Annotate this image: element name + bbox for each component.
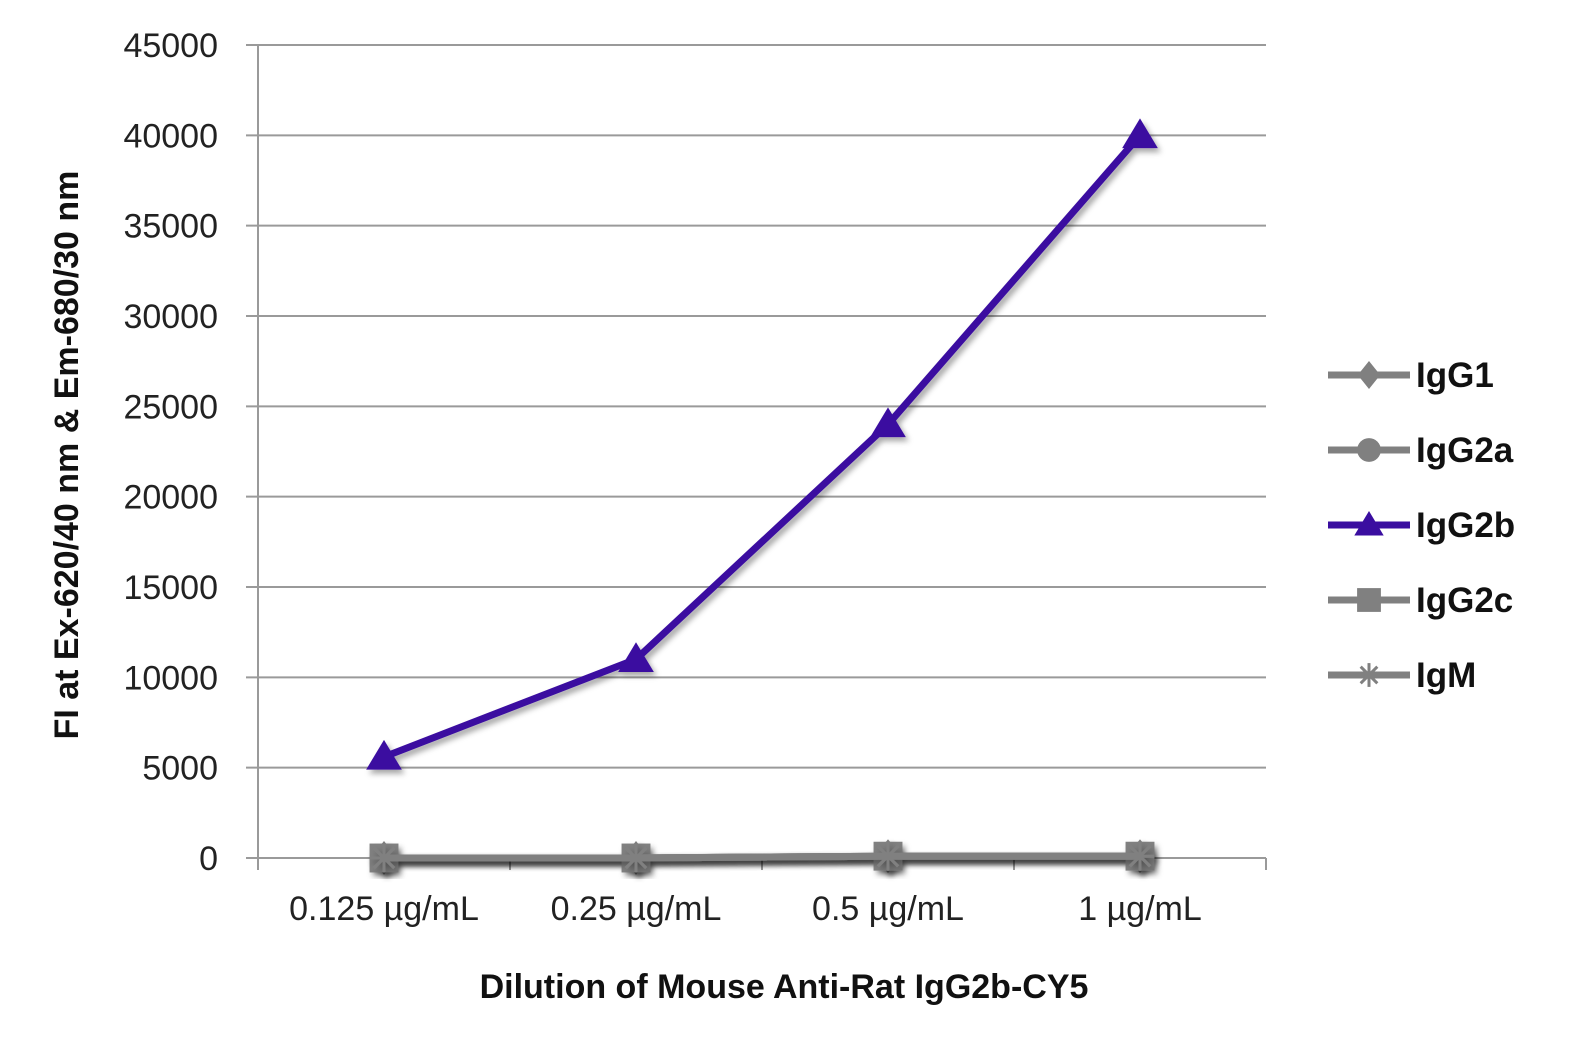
y-tick-label: 5000 [142,750,218,788]
series-igm [369,841,1155,873]
legend-label: IgG2c [1416,581,1513,620]
y-tick-label: 40000 [123,117,218,155]
x-axis-title: Dilution of Mouse Anti-Rat IgG2b-CY5 [480,968,1089,1006]
legend-marker [1357,361,1381,389]
gridlines [246,44,1266,769]
x-tick-label: 0.125 µg/mL [289,890,479,928]
data-point [873,841,903,871]
series-layer [366,118,1158,875]
legend-item-igg2a: IgG2a [1328,431,1514,470]
legend-label: IgG2b [1416,506,1515,545]
y-tick-label: 35000 [123,208,218,246]
data-point [870,407,906,438]
legend-marker [1354,511,1384,536]
star-stroke [1128,845,1152,868]
x-tick-label: 0.5 µg/mL [812,890,964,928]
y-tick-label: 15000 [123,569,218,607]
series-line [382,133,1143,761]
data-point [1125,841,1155,871]
legend-item-igg2c: IgG2c [1328,581,1513,620]
data-point [618,642,654,673]
data-point [369,843,399,873]
data-point [1122,118,1158,149]
legend: IgG1 IgG2a IgG2b IgG2c IgM [1328,356,1515,695]
axes: 0 5000 10000 15000 20000 25000 30000 35000 40000… [123,27,1267,928]
star-stroke [372,846,396,870]
legend-marker [1357,588,1381,612]
legend-item-igg1: IgG1 [1328,356,1494,395]
x-tick-label: 1 µg/mL [1078,890,1202,928]
legend-marker [1357,663,1381,687]
series-igg2b [366,118,1158,770]
y-tick-label: 45000 [123,27,218,65]
star-stroke [876,845,900,868]
series-line [384,852,1140,862]
y-tick-label: 0 [199,840,218,878]
legend-item-igg2b: IgG2b [1328,506,1515,545]
data-point [621,843,651,873]
x-tick-label: 0.25 µg/mL [551,890,722,928]
star-stroke [1359,665,1379,685]
legend-label: IgG2a [1416,431,1514,470]
y-axis-title: FI at Ex-620/40 nm & Em-680/30 nm [48,171,86,740]
y-tick-label: 25000 [123,388,218,426]
legend-label: IgM [1416,656,1476,695]
legend-marker [1357,438,1381,462]
y-tick-label: 10000 [123,659,218,697]
legend-label: IgG1 [1416,356,1494,395]
star-stroke [624,846,648,870]
legend-item-igm: IgM [1328,656,1476,695]
data-point [366,739,402,770]
y-tick-label: 30000 [123,298,218,336]
y-tick-label: 20000 [123,479,218,517]
